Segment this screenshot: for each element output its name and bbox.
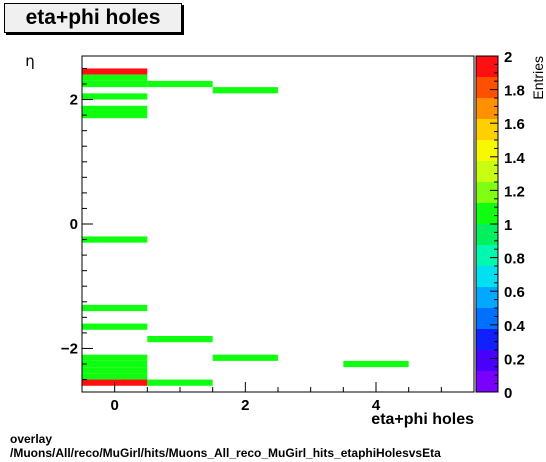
y-tick-label: 2 bbox=[70, 92, 78, 109]
heatmap-bin bbox=[82, 236, 148, 243]
footer-overlay-label: overlay bbox=[10, 432, 53, 446]
palette-swatch bbox=[476, 371, 498, 392]
palette-tick-label: 1.8 bbox=[504, 83, 525, 100]
heatmap-bin bbox=[82, 360, 148, 368]
x-tick-label: 0 bbox=[110, 397, 118, 414]
color-palette: 0 0.2 0.4 0.6 0.8 1 1.2 1.4 1.6 1.8 2 bbox=[475, 49, 526, 402]
palette-swatch bbox=[476, 56, 498, 77]
heatmap-bin bbox=[343, 360, 409, 368]
heatmap-bin bbox=[82, 373, 148, 380]
y-tick-label: 0 bbox=[70, 216, 78, 233]
heatmap-bin bbox=[82, 304, 148, 312]
heatmap-bin bbox=[82, 105, 148, 112]
x-axis-label: eta+phi holes bbox=[371, 411, 474, 428]
heatmap-bin bbox=[82, 367, 148, 374]
palette-tick-label: 0.4 bbox=[504, 318, 526, 335]
heatmap-bin bbox=[212, 87, 278, 94]
heatmap-bin bbox=[82, 80, 148, 88]
axes: 0 2 4 −2 0 2 bbox=[61, 67, 475, 414]
heatmap-bin bbox=[82, 354, 148, 361]
palette-swatch bbox=[476, 329, 498, 350]
palette-tick-label: 0.6 bbox=[504, 284, 525, 301]
palette-swatch bbox=[476, 77, 498, 98]
palette-tick-label: 1.4 bbox=[504, 150, 526, 167]
heatmap-bin bbox=[82, 112, 148, 119]
palette-swatch bbox=[476, 266, 498, 287]
palette-swatch bbox=[476, 308, 498, 329]
palette-swatch bbox=[476, 224, 498, 245]
z-axis-label: Entries bbox=[530, 56, 546, 100]
palette-tick-label: 1.2 bbox=[504, 183, 525, 200]
palette-swatch bbox=[476, 350, 498, 371]
heatmap-bin bbox=[82, 93, 148, 100]
heatmap-bin bbox=[147, 379, 213, 386]
palette-swatch bbox=[476, 182, 498, 203]
palette-tick-label: 0 bbox=[504, 385, 512, 402]
heatmap-bins bbox=[82, 68, 409, 386]
y-tick-label: −2 bbox=[61, 340, 78, 357]
heatmap-bin bbox=[82, 68, 148, 75]
palette-swatch bbox=[476, 287, 498, 308]
heatmap-bin bbox=[82, 323, 148, 330]
x-tick-label: 4 bbox=[372, 397, 381, 414]
palette-swatch bbox=[476, 245, 498, 266]
heatmap-bin bbox=[147, 336, 213, 343]
heatmap-bin bbox=[82, 74, 148, 81]
palette-tick-label: 0.2 bbox=[504, 351, 525, 368]
palette-tick-label: 0.8 bbox=[504, 251, 525, 268]
palette-swatch bbox=[476, 140, 498, 161]
heatmap-bin bbox=[147, 80, 213, 88]
palette-swatch bbox=[476, 98, 498, 119]
footer-path: /Muons/All/reco/MuGirl/hits/Muons_All_re… bbox=[10, 446, 441, 460]
palette-swatch bbox=[476, 119, 498, 140]
heatmap-bin bbox=[212, 354, 278, 361]
palette-tick-label: 1.6 bbox=[504, 116, 525, 133]
chart-title: eta+phi holes bbox=[4, 3, 182, 33]
x-tick-label: 2 bbox=[241, 397, 249, 414]
palette-swatch bbox=[476, 203, 498, 224]
palette-tick-label: 1 bbox=[504, 217, 512, 234]
palette-tick-label: 2 bbox=[504, 49, 512, 66]
y-axis-label: η bbox=[25, 52, 35, 70]
palette-swatch bbox=[476, 161, 498, 182]
